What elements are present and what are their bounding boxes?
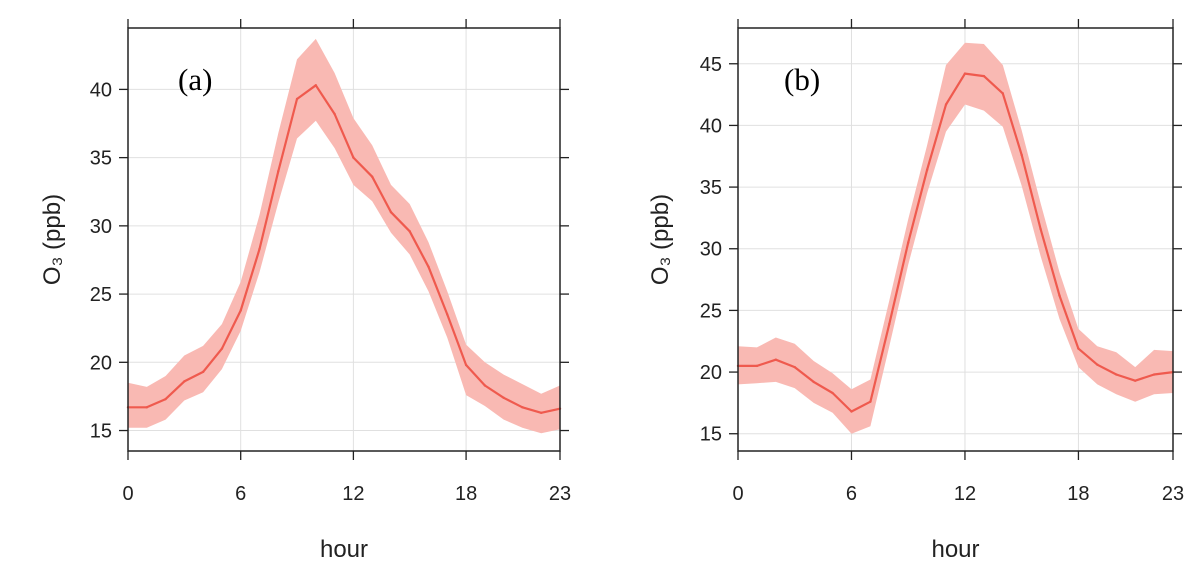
- panel-b-data-point-18: [1077, 347, 1080, 350]
- panel-b-data-point-7: [869, 400, 872, 403]
- panel-b-x-axis-label: hour: [931, 536, 979, 563]
- panel-a-data-point-10: [314, 84, 318, 87]
- panel-b-panel-label: (b): [784, 62, 820, 97]
- panel-a-data-point-1: [145, 406, 148, 409]
- panel-a-mean-line: [128, 84, 561, 414]
- panel-b-data-point-19: [1096, 363, 1099, 366]
- panel-b-y-tick-label-45: 45: [700, 54, 722, 76]
- panel-a-data-point-17: [446, 313, 449, 316]
- panel-a-x-tick-label-12: 12: [342, 483, 364, 505]
- panel-b-data-point-16: [1039, 227, 1042, 231]
- panel-a-confidence-band: [128, 38, 560, 434]
- panel-b-data-point-5: [831, 391, 834, 395]
- panel-a-data-point-12: [352, 156, 355, 159]
- panel-b-data-point-10: [925, 168, 929, 172]
- panel-b-data-point-12: [963, 72, 967, 75]
- panel-b-data-point-6: [850, 410, 853, 413]
- panel-b-x-tick-label-18: 18: [1067, 483, 1089, 505]
- panel-a-data-point-9: [295, 97, 299, 101]
- panel-a-x-tick-label-0: 0: [122, 483, 133, 505]
- panel-a-y-tick-label-35: 35: [90, 148, 112, 170]
- panel-b-x-tick-label-12: 12: [954, 483, 976, 505]
- panel-b-y-tick-label-20: 20: [700, 362, 722, 384]
- panel-a-y-tick-label-25: 25: [90, 284, 112, 306]
- panel-b-data-point-13: [982, 74, 986, 78]
- panel-a-x-axis-label: hour: [320, 536, 368, 563]
- panel-a-data-point-11: [333, 112, 336, 116]
- panel-a-data-point-4: [201, 370, 205, 374]
- panel-a-y-tick-label-15: 15: [90, 421, 112, 443]
- panel-b-mean-line: [738, 72, 1174, 413]
- panel-b-y-tick-label-40: 40: [700, 115, 722, 137]
- panel-b-data-point-15: [1020, 153, 1023, 157]
- panel-a-data-point-20: [502, 396, 505, 399]
- panel-b-y-axis-label: O₃ (ppb): [647, 194, 674, 285]
- panel-a-data-point-22: [540, 411, 543, 414]
- panel-b-data-point-21: [1133, 379, 1137, 382]
- panel-b-data-point-4: [812, 380, 815, 384]
- panel-b-chart: 0 6 12 18 23 15 20 25 30 35 40 45 hour O₃ (ppb) (b): [647, 19, 1184, 563]
- panel-a-y-axis-label: O₃ (ppb): [39, 194, 66, 285]
- panel-a-data-point-2: [164, 397, 167, 401]
- panel-a-y-tick-label-40: 40: [90, 79, 112, 101]
- panel-b-data-point-3: [793, 365, 796, 369]
- panel-a-data-point-21: [521, 406, 524, 409]
- panel-a-data-point-15: [408, 230, 411, 233]
- panel-a-data-point-7: [258, 247, 261, 251]
- panel-a-y-tick-label-30: 30: [90, 216, 112, 238]
- panel-b-data-point-8: [888, 322, 891, 326]
- panel-a-data-point-14: [389, 211, 393, 214]
- panel-b-data-point-14: [1001, 92, 1004, 95]
- panel-a-x-tick-label-18: 18: [455, 483, 477, 505]
- panel-b-data-point-9: [907, 241, 910, 244]
- panel-a-y-tick-label-20: 20: [90, 352, 112, 374]
- panel-a-plot-frame: [127, 27, 561, 452]
- panel-b-y-tick-label-30: 30: [700, 239, 722, 261]
- panel-b-x-tick-label-23: 23: [1162, 483, 1184, 505]
- panel-a-data-point-8: [277, 170, 280, 173]
- panel-b-data-point-17: [1058, 294, 1061, 297]
- panel-b-y-tick-label-15: 15: [700, 424, 722, 446]
- panel-a-panel-label: (a): [178, 62, 212, 97]
- panel-a-data-point-18: [464, 363, 468, 367]
- panel-a-data-point-5: [220, 347, 224, 350]
- panel-a-x-tick-label-23: 23: [549, 483, 571, 505]
- panel-b-plot-frame: [737, 27, 1174, 452]
- panel-a-data-point-16: [427, 265, 430, 268]
- panel-b-y-tick-label-35: 35: [700, 177, 722, 199]
- panel-b-data-point-11: [944, 103, 948, 106]
- panel-b-confidence-band: [738, 42, 1173, 434]
- panel-b-x-tick-label-6: 6: [846, 483, 857, 505]
- panel-a-data-point-19: [483, 384, 487, 387]
- panel-a-x-tick-label-6: 6: [235, 483, 246, 505]
- panel-b-data-point-2: [774, 358, 778, 361]
- panel-b-y-tick-label-25: 25: [700, 300, 722, 322]
- panel-a-data-point-13: [370, 175, 374, 178]
- panel-b-x-tick-label-0: 0: [732, 483, 743, 505]
- panel-b-data-point-22: [1152, 373, 1156, 376]
- panel-a-data-point-3: [183, 380, 186, 383]
- panel-b-data-point-1: [755, 364, 759, 368]
- panel-a-chart: 0 6 12 18 23 15 20 25 30 35 40 hour O₃ (ppb) (a): [39, 19, 571, 563]
- panel-a-data-point-6: [239, 309, 242, 312]
- panel-b-data-point-20: [1115, 373, 1118, 376]
